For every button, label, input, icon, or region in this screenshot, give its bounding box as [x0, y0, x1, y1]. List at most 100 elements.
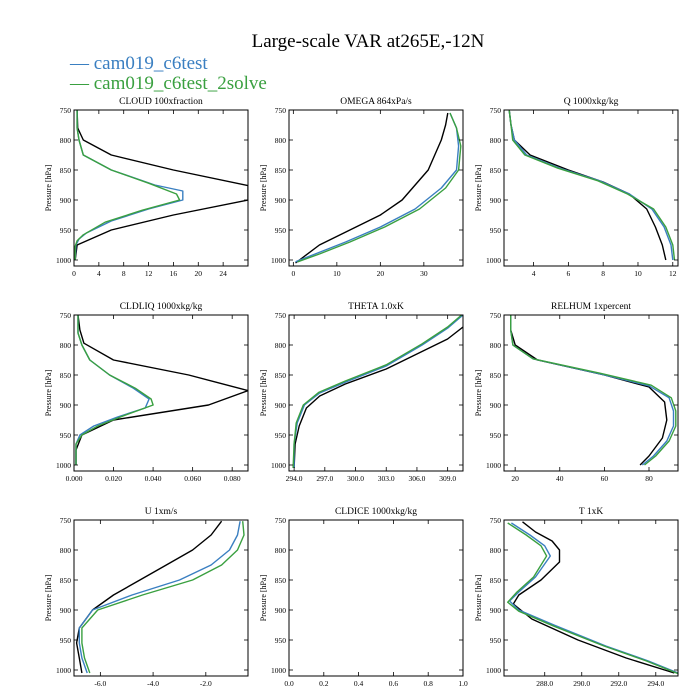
panel-title: U 1xm/s [145, 507, 178, 517]
panel-title: Q 1000xkg/kg [564, 97, 619, 107]
legend-entry-1: — cam019_c6test [69, 53, 208, 74]
series-line-cam019_c6test_2solve [81, 521, 245, 674]
y-tick-label: 900 [490, 401, 502, 410]
y-tick-label: 950 [275, 636, 287, 645]
panel-2: OMEGA 864xPa/s 0 10 20 30 750 800 850 900 950 1000… [259, 97, 464, 278]
panel-title: THETA 1.0xK [348, 302, 404, 312]
x-tick-label: 24 [219, 269, 227, 278]
plot-frame [73, 314, 249, 472]
y-axis-label: Pressure [hPa] [259, 369, 268, 416]
plot-frame [503, 109, 679, 267]
series-line-cam019_c6test [508, 522, 678, 674]
x-tick-label: 0.8 [424, 679, 434, 688]
x-tick-label: 1.0 [458, 679, 468, 688]
series-line-cam019_c6test_2solve [292, 315, 463, 469]
x-tick-label: -2.0 [200, 679, 212, 688]
panel-title: T 1xK [579, 507, 604, 517]
figure-title: Large-scale VAR at265E,-12N [252, 31, 485, 52]
y-tick-label: 950 [60, 636, 72, 645]
y-tick-label: 750 [60, 516, 72, 525]
y-tick-label: 750 [275, 106, 287, 115]
y-tick-label: 950 [490, 226, 502, 235]
x-tick-label: -4.0 [147, 679, 159, 688]
x-tick-label: 80 [645, 474, 653, 483]
x-tick-label: 0.060 [184, 474, 201, 483]
x-tick-label: 40 [556, 474, 564, 483]
y-tick-label: 800 [490, 546, 502, 555]
y-tick-label: 900 [490, 196, 502, 205]
legend-label-2: cam019_c6test_2solve [94, 73, 267, 94]
x-tick-label: 292.0 [610, 679, 627, 688]
series-group [75, 520, 245, 674]
y-tick-label: 950 [275, 226, 287, 235]
x-tick-label: 8 [601, 269, 605, 278]
series-line-cam019_c6test [78, 521, 241, 674]
series-line-reference [293, 326, 463, 469]
legend: — cam019_c6test — cam019_c6test_2solve [69, 53, 267, 94]
panel-1: CLOUD 100xfraction 0 4 8 12 16 20 24 750 800 850 90… [44, 96, 249, 278]
panels: CLOUD 100xfraction 0 4 8 12 16 20 24 750 800 850 90… [44, 96, 679, 688]
y-axis-label: Pressure [hPa] [44, 164, 53, 211]
series-line-cam019_c6test_2solve [297, 112, 462, 263]
y-tick-label: 850 [60, 371, 72, 380]
legend-dash-1: — [69, 53, 94, 74]
y-tick-label: 950 [60, 431, 72, 440]
x-tick-label: 4 [532, 269, 536, 278]
x-tick-label: 0.4 [354, 679, 364, 688]
y-tick-label: 800 [275, 341, 287, 350]
x-tick-label: 16 [170, 269, 178, 278]
series-group [510, 315, 677, 466]
x-tick-label: 60 [601, 474, 609, 483]
panel-9: T 1xK 288.0 290.0 292.0 294.0 750 800 850 900 950… [474, 507, 679, 688]
y-tick-label: 750 [275, 516, 287, 525]
y-tick-label: 1000 [486, 461, 501, 470]
y-axis-label: Pressure [hPa] [259, 574, 268, 621]
series-group [507, 521, 678, 675]
panel-title: CLDLIQ 1000xkg/kg [120, 302, 203, 312]
panel-title: OMEGA 864xPa/s [340, 97, 412, 107]
x-tick-label: 12 [669, 269, 677, 278]
y-tick-label: 950 [490, 636, 502, 645]
panel-title: CLOUD 100xfraction [119, 96, 203, 107]
y-axis-label: Pressure [hPa] [474, 369, 483, 416]
series-line-reference [508, 110, 667, 261]
series-line-reference [295, 112, 449, 264]
y-tick-label: 750 [275, 311, 287, 320]
y-tick-label: 950 [490, 431, 502, 440]
y-tick-label: 850 [275, 166, 287, 175]
y-tick-label: 850 [490, 371, 502, 380]
x-tick-label: 4 [97, 269, 101, 278]
x-tick-label: 0.0 [284, 679, 294, 688]
panel-8: CLDICE 1000xkg/kg 0.0 0.2 0.4 0.6 0.8 1.0 750 80… [259, 507, 468, 688]
y-axis-label: Pressure [hPa] [44, 369, 53, 416]
series-line-reference [510, 315, 668, 466]
y-tick-label: 950 [60, 226, 72, 235]
x-tick-label: 20 [511, 474, 519, 483]
x-tick-label: 297.0 [316, 474, 333, 483]
x-tick-label: 306.0 [409, 474, 426, 483]
x-tick-label: 300.0 [347, 474, 364, 483]
x-tick-label: 0.6 [389, 679, 399, 688]
panel-6: RELHUM 1xpercent 20 40 60 80 750 800 850 900 950 1… [474, 302, 679, 483]
series-line-cam019_c6test_2solve [507, 522, 678, 675]
y-axis-label: Pressure [hPa] [259, 164, 268, 211]
series-group [508, 110, 676, 261]
y-tick-label: 750 [490, 106, 502, 115]
x-tick-label: 0.000 [66, 474, 83, 483]
plot-frame [73, 109, 249, 267]
series-group [75, 315, 248, 465]
y-tick-label: 850 [60, 576, 72, 585]
x-tick-label: 0 [291, 269, 295, 278]
x-tick-label: 288.0 [536, 679, 553, 688]
x-tick-label: 8 [122, 269, 126, 278]
y-tick-label: 800 [60, 341, 72, 350]
series-line-cam019_c6test [74, 110, 184, 261]
y-tick-label: 1000 [486, 666, 501, 675]
series-line-cam019_c6test_2solve [508, 110, 676, 261]
y-tick-label: 950 [275, 431, 287, 440]
series-line-cam019_c6test_2solve [74, 110, 181, 260]
plot-frame [288, 314, 464, 472]
plot-frame [503, 314, 679, 472]
x-tick-label: 20 [195, 269, 203, 278]
